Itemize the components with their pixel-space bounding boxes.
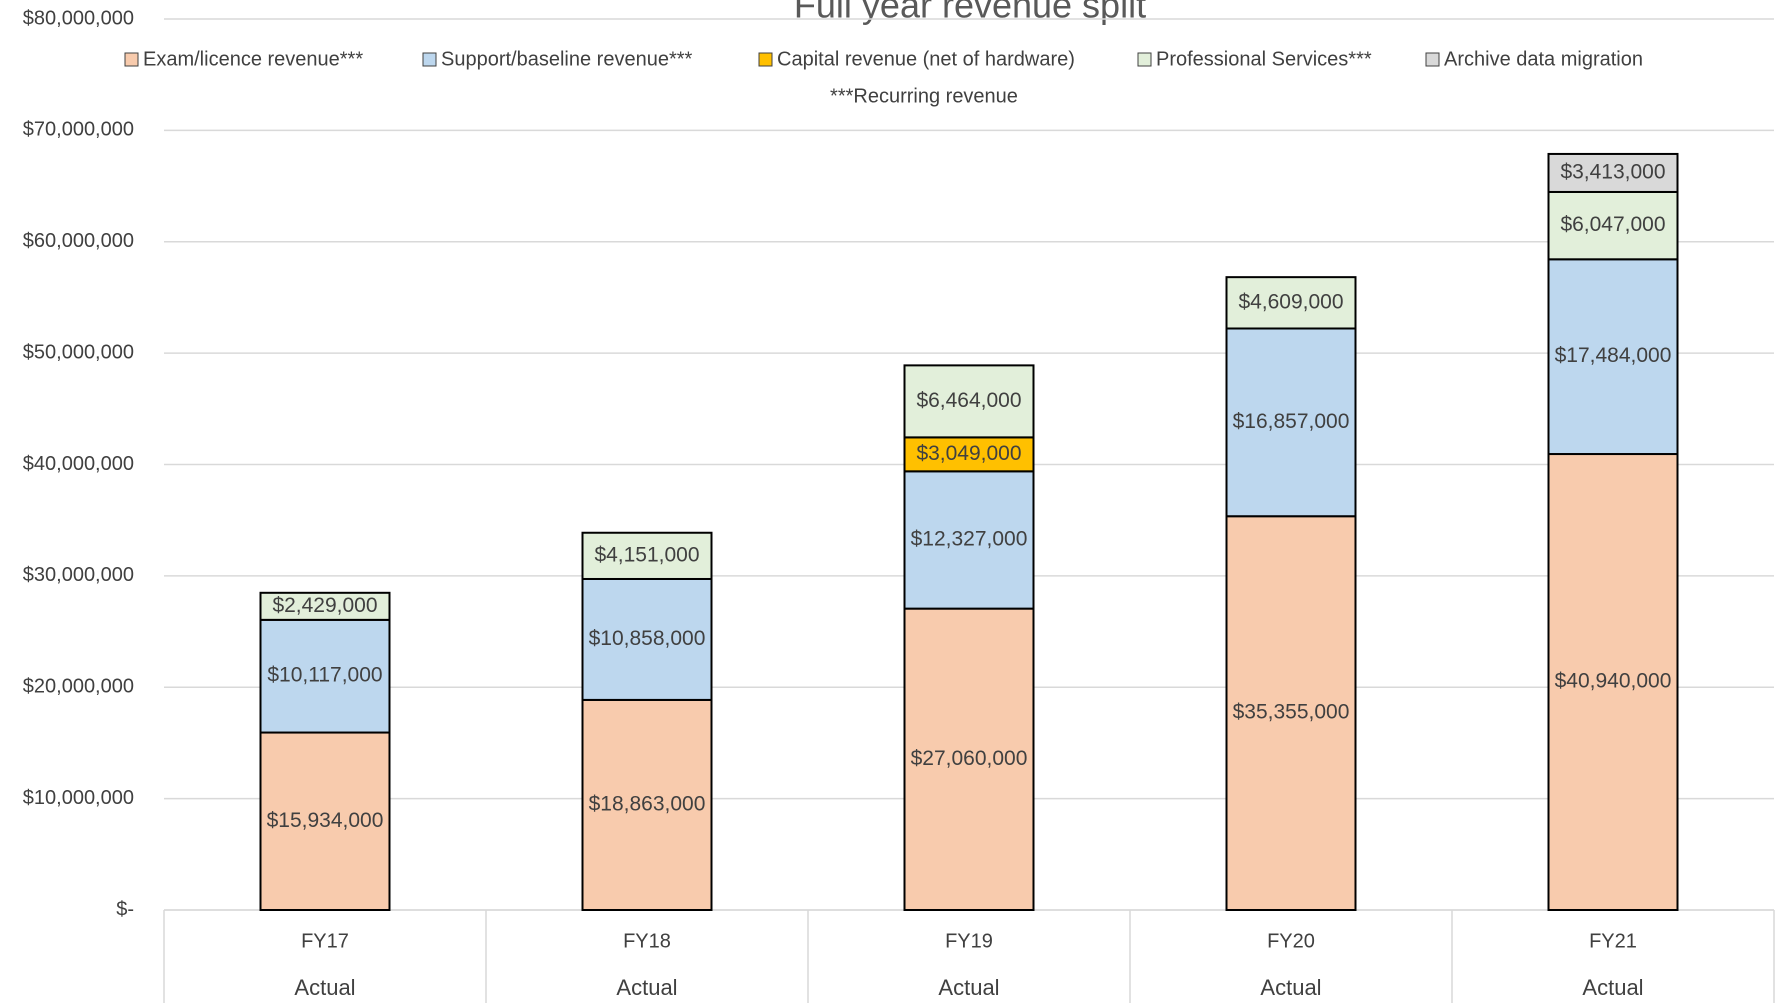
data-label: $18,863,000 [589,793,706,816]
bar-segment [1547,258,1679,456]
data-label: $3,413,000 [1560,160,1665,183]
legend-label: Professional Services*** [1156,48,1372,70]
legend-label: Exam/licence revenue*** [143,48,363,70]
y-tick-label: $40,000,000 [23,453,134,475]
bar-segment [1547,152,1679,193]
bar-segment [1225,327,1357,518]
bar-segment [1547,453,1679,911]
legend-swatch [1137,52,1152,67]
bar-segment [259,731,391,912]
x-subcategory-label: Actual [1260,975,1321,1000]
data-label: $10,117,000 [267,664,382,687]
bar-segment [581,531,713,580]
x-tick-label: FY20 [1267,930,1315,952]
legend-label: Support/baseline revenue*** [441,48,693,70]
legend-label: Capital revenue (net of hardware) [777,48,1075,70]
bar-segment [581,577,713,701]
chart-title: Full year revenue split [794,0,1146,26]
data-label: $4,151,000 [594,543,699,566]
bar-segment [1225,276,1357,330]
data-label: $17,484,000 [1555,344,1672,367]
bar-segment [903,436,1035,473]
data-label: $12,327,000 [911,528,1028,551]
bar-segment [903,470,1035,610]
x-subcategory-label: Actual [1582,975,1643,1000]
x-subcategory-label: Actual [294,975,355,1000]
legend-note: ***Recurring revenue [830,85,1018,107]
data-label: $6,047,000 [1560,213,1665,236]
x-tick-label: FY21 [1589,930,1637,952]
data-label: $2,429,000 [272,594,377,617]
y-tick-label: $80,000,000 [23,7,134,29]
x-tick-label: FY18 [623,930,671,952]
data-label: $40,940,000 [1555,670,1672,693]
x-subcategory-label: Actual [616,975,677,1000]
data-label: $27,060,000 [911,747,1028,770]
data-label: $35,355,000 [1233,701,1350,724]
y-tick-label: $50,000,000 [23,341,134,363]
y-tick-label: $20,000,000 [23,676,134,698]
data-label: $3,049,000 [916,442,1021,465]
y-tick-label: $70,000,000 [23,119,134,141]
bar-segment [259,618,391,734]
bar-segment [259,591,391,621]
bar-segment [581,698,713,911]
legend-label: Archive data migration [1444,48,1643,70]
y-tick-label: $60,000,000 [23,230,134,252]
bar-segment [903,364,1035,439]
bar-segment [1225,515,1357,912]
data-label: $10,858,000 [589,627,706,650]
legend-swatch [1425,52,1440,67]
x-tick-label: FY19 [945,930,993,952]
y-tick-label: $10,000,000 [23,787,134,809]
legend-swatch [124,52,139,67]
data-label: $6,464,000 [916,389,1021,412]
x-tick-label: FY17 [301,930,349,952]
legend-swatch [422,52,437,67]
y-tick-label: $- [116,898,134,920]
bar-segment [903,607,1035,911]
bar-segment [1547,190,1679,261]
y-tick-label: $30,000,000 [23,564,134,586]
legend-swatch [758,52,773,67]
x-subcategory-label: Actual [938,975,999,1000]
data-label: $4,609,000 [1238,290,1343,313]
data-label: $16,857,000 [1233,410,1350,433]
data-label: $15,934,000 [267,809,384,832]
